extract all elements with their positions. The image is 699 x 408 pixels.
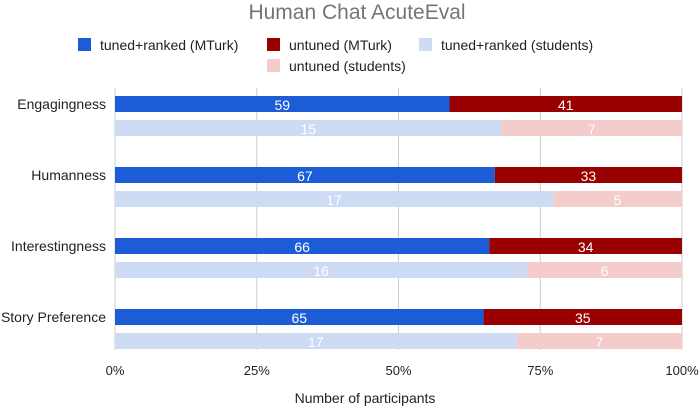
bar-segment [489,238,682,254]
bar-value-label: 17 [326,192,342,208]
legend-label-untuned-students: untuned (students) [289,58,406,74]
category-label: Interestingness [11,238,106,254]
bar-value-label: 15 [301,121,317,137]
bar-value-label: 66 [294,239,310,255]
bar-value-label: 41 [558,97,574,113]
chart-title: Human Chat AcuteEval [248,1,465,24]
bar-segment [553,191,682,207]
x-tick-label: 25% [244,363,270,378]
bar-value-label: 17 [308,334,324,350]
bar-value-label: 34 [578,239,594,255]
bar-segment [115,238,490,254]
legend-label-tuned-students: tuned+ranked (students) [441,37,593,53]
category-label: Humanness [31,167,106,183]
data-labels: 59 41 15 7 67 33 17 5 66 34 16 6 65 35 17 7 [274,97,621,350]
x-tick-label: 75% [527,363,553,378]
bar-segment [115,96,450,112]
bar-segment [501,120,682,136]
legend: tuned+ranked (MTurk) untuned (MTurk) tun… [78,37,593,74]
bar-segment [115,191,554,207]
bar-segment [494,167,682,183]
category-labels: Engagingness Humanness Interestingness Stor… [1,96,106,325]
legend-label-tuned-mturk: tuned+ranked (MTurk) [100,37,238,53]
x-axis-title: Number of participants [295,390,436,406]
bar-segment [115,333,517,349]
x-tick-label: 50% [385,363,411,378]
bar-value-label: 7 [595,334,603,350]
legend-swatch-tuned-mturk [78,38,91,51]
bar-value-label: 65 [291,310,307,326]
bar-value-label: 7 [588,121,596,137]
bar-segment [516,333,682,349]
x-tick-labels: 0% 25% 50% 75% 100% [106,363,699,378]
bar-segment [527,262,682,278]
bar-segment [115,309,484,325]
bar-value-label: 33 [581,168,597,184]
bar-segment [449,96,682,112]
x-tick-label: 100% [665,363,699,378]
bar-segment [115,167,495,183]
bar-segment [115,120,502,136]
x-tick-label: 0% [106,363,125,378]
bar-value-label: 16 [313,263,329,279]
bars [115,96,682,349]
bar-value-label: 35 [575,310,591,326]
bar-value-label: 67 [297,168,313,184]
legend-swatch-untuned-mturk [267,38,280,51]
bar-segment [115,262,528,278]
bar-value-label: 6 [601,263,609,279]
bar-value-label: 59 [274,97,290,113]
legend-swatch-tuned-students [419,38,432,51]
legend-swatch-untuned-students [267,59,280,72]
legend-label-untuned-mturk: untuned (MTurk) [289,37,392,53]
bar-segment [483,309,682,325]
category-label: Story Preference [1,309,106,325]
category-label: Engagingness [17,96,106,112]
bar-value-label: 5 [614,192,622,208]
